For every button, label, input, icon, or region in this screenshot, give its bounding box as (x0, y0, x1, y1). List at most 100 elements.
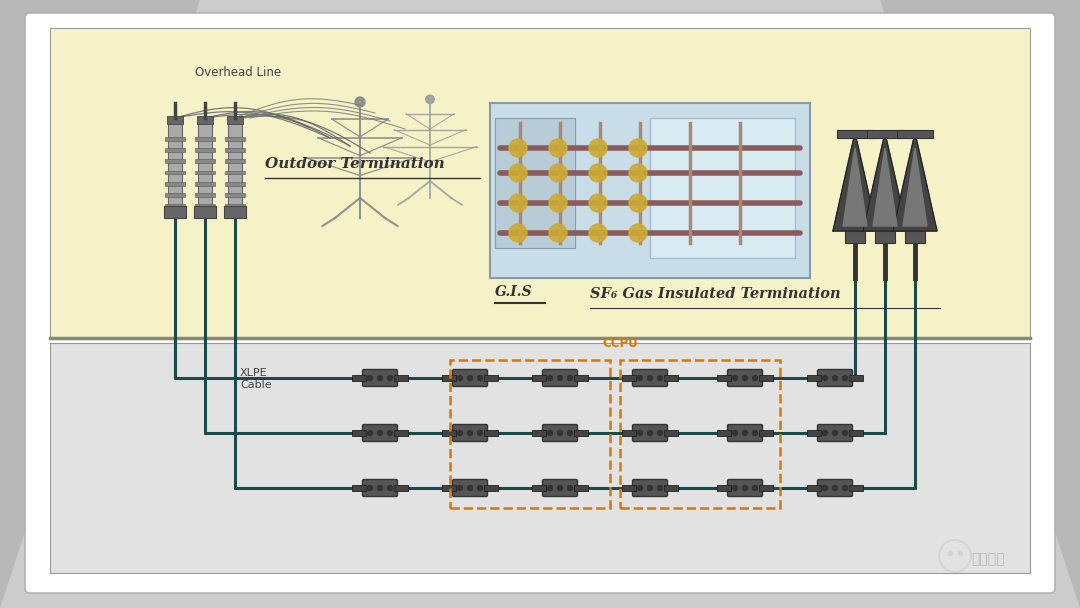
Circle shape (355, 97, 365, 107)
Circle shape (468, 376, 473, 381)
Bar (664, 430, 678, 436)
Bar (195, 148, 215, 152)
Bar (50, 28, 1030, 338)
Bar (807, 485, 821, 491)
Bar (164, 206, 186, 218)
Circle shape (658, 376, 662, 381)
Text: G.I.S: G.I.S (495, 285, 532, 299)
Circle shape (567, 486, 572, 491)
Bar (849, 485, 863, 491)
Circle shape (388, 430, 392, 435)
Bar (484, 485, 498, 491)
Circle shape (378, 430, 382, 435)
Circle shape (509, 139, 527, 157)
Circle shape (548, 430, 553, 435)
Bar (867, 130, 903, 138)
FancyBboxPatch shape (633, 424, 667, 441)
Bar (897, 130, 933, 138)
Circle shape (823, 430, 827, 435)
FancyBboxPatch shape (25, 13, 1055, 593)
Circle shape (732, 376, 738, 381)
Circle shape (648, 376, 652, 381)
Circle shape (548, 486, 553, 491)
Circle shape (426, 95, 434, 103)
FancyBboxPatch shape (542, 480, 578, 497)
Circle shape (629, 194, 647, 212)
Circle shape (743, 430, 747, 435)
Bar (225, 171, 245, 174)
Bar (195, 204, 215, 208)
Bar (165, 137, 185, 140)
Circle shape (509, 164, 527, 182)
Bar (450, 360, 610, 508)
Circle shape (509, 194, 527, 212)
Circle shape (378, 486, 382, 491)
Bar (807, 375, 821, 381)
Circle shape (658, 430, 662, 435)
Circle shape (629, 164, 647, 182)
Bar (195, 193, 215, 197)
Circle shape (648, 486, 652, 491)
Bar (664, 485, 678, 491)
Circle shape (833, 376, 837, 381)
Bar (165, 148, 185, 152)
Bar (622, 430, 636, 436)
Bar (495, 118, 575, 248)
Bar (165, 159, 185, 163)
Circle shape (388, 376, 392, 381)
Circle shape (548, 376, 553, 381)
Bar (849, 430, 863, 436)
Bar (168, 118, 183, 208)
Bar (195, 182, 215, 185)
Bar (442, 485, 456, 491)
Circle shape (842, 376, 848, 381)
Circle shape (589, 194, 607, 212)
Circle shape (753, 376, 757, 381)
Bar (198, 118, 212, 208)
Bar (195, 159, 215, 163)
Circle shape (509, 224, 527, 242)
Circle shape (477, 376, 483, 381)
FancyBboxPatch shape (633, 370, 667, 387)
FancyBboxPatch shape (542, 370, 578, 387)
Text: 电力笔记: 电力笔记 (972, 552, 1005, 566)
Circle shape (823, 376, 827, 381)
Circle shape (648, 430, 652, 435)
Bar (622, 375, 636, 381)
Circle shape (658, 486, 662, 491)
FancyBboxPatch shape (453, 424, 487, 441)
FancyBboxPatch shape (818, 424, 852, 441)
Bar (352, 485, 366, 491)
Circle shape (388, 486, 392, 491)
Bar (352, 375, 366, 381)
Circle shape (743, 486, 747, 491)
Bar (165, 204, 185, 208)
Text: CCPU: CCPU (603, 337, 638, 350)
Polygon shape (903, 148, 927, 226)
Bar (532, 430, 546, 436)
Polygon shape (833, 133, 877, 231)
Bar (442, 375, 456, 381)
Circle shape (557, 376, 563, 381)
Circle shape (549, 194, 567, 212)
Bar (228, 118, 242, 208)
Bar (845, 231, 865, 243)
Bar (573, 375, 588, 381)
Circle shape (589, 224, 607, 242)
Bar (197, 116, 213, 124)
Circle shape (637, 376, 643, 381)
Bar (664, 375, 678, 381)
Text: SF₆ Gas Insulated Termination: SF₆ Gas Insulated Termination (590, 287, 840, 301)
Bar (194, 206, 216, 218)
Circle shape (468, 430, 473, 435)
Bar (224, 206, 246, 218)
Circle shape (753, 486, 757, 491)
Circle shape (589, 139, 607, 157)
FancyBboxPatch shape (728, 370, 762, 387)
Bar (394, 430, 408, 436)
Bar (394, 375, 408, 381)
Bar (352, 430, 366, 436)
Bar (165, 171, 185, 174)
Bar (195, 137, 215, 140)
Polygon shape (863, 133, 907, 231)
